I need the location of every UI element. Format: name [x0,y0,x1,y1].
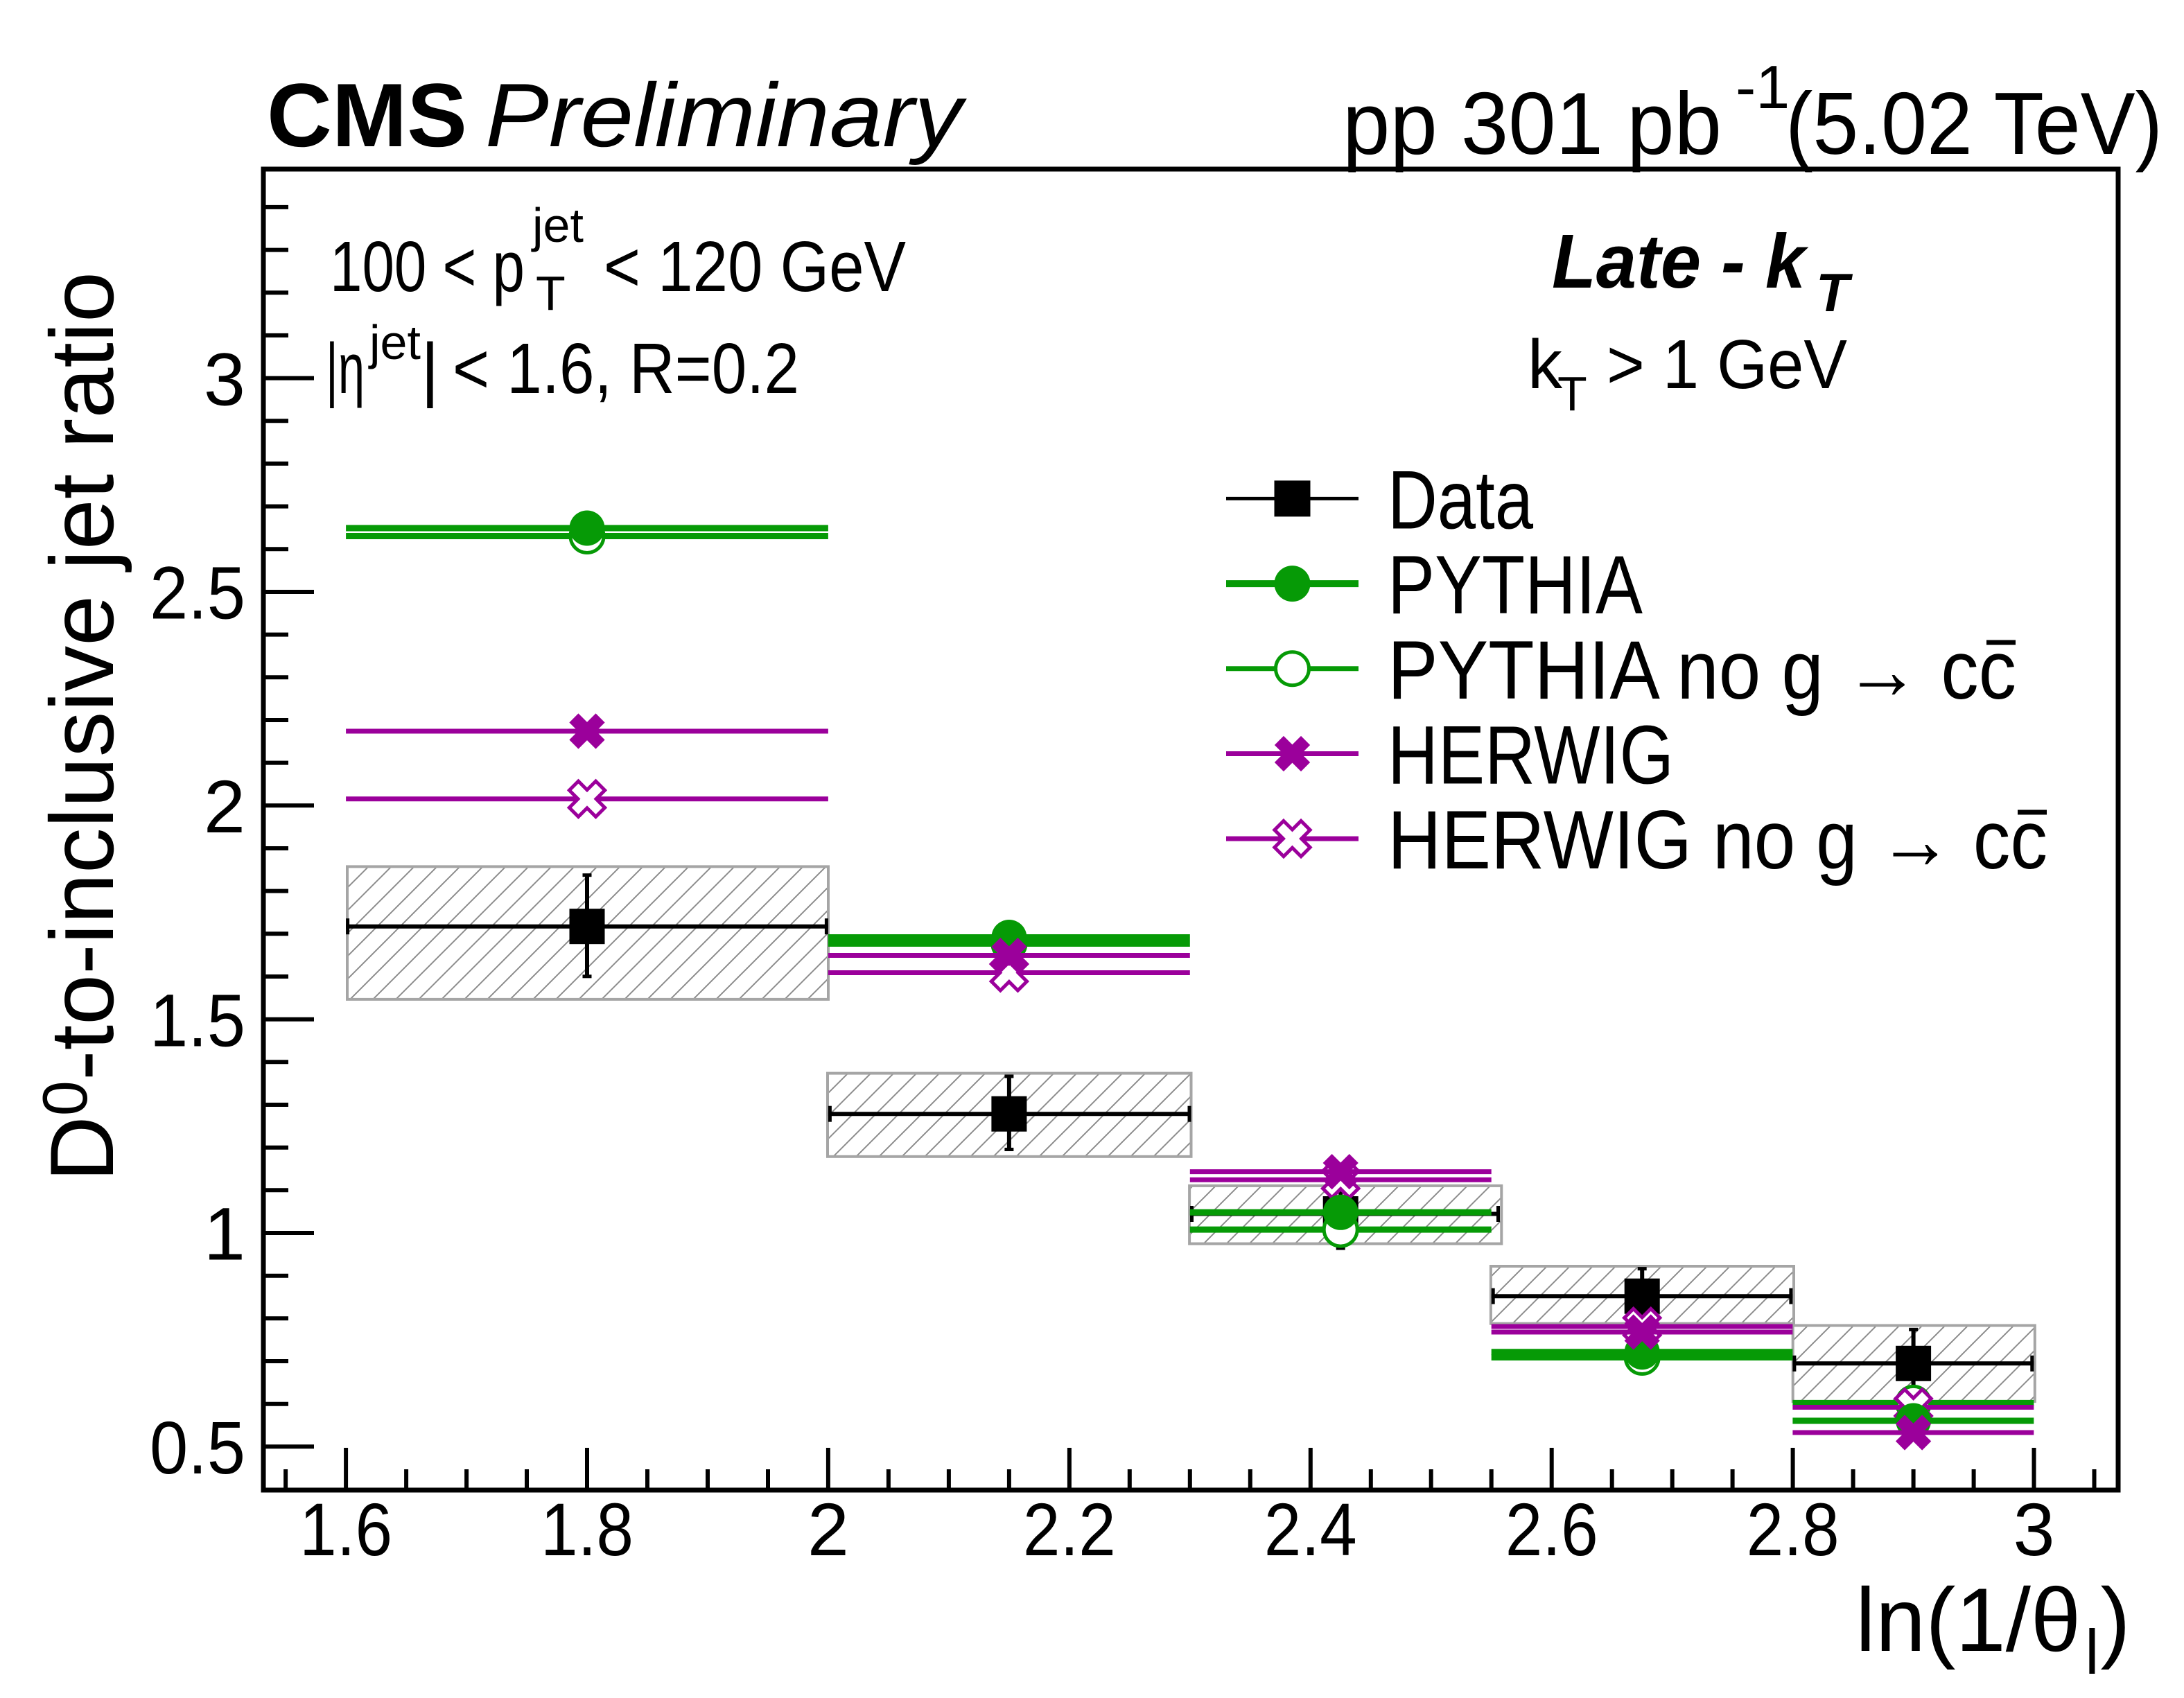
svg-text:T: T [1557,367,1587,421]
svg-text:-1: -1 [1736,53,1790,121]
svg-text:2: 2 [204,764,245,848]
svg-text:|η: |η [326,329,365,408]
svg-text:PYTHIA: PYTHIA [1388,539,1643,631]
svg-text:3: 3 [2013,1487,2054,1571]
svg-text:> 1 GeV: > 1 GeV [1607,326,1847,403]
svg-text:100 < p: 100 < p [330,227,525,306]
svg-text:0.5: 0.5 [150,1406,245,1489]
svg-text:1.6: 1.6 [299,1487,392,1571]
svg-text:2.8: 2.8 [1747,1487,1840,1571]
svg-text:CMS: CMS [267,64,467,166]
svg-text:HERWIG: HERWIG [1388,709,1674,802]
svg-text:PYTHIA no g → cc: PYTHIA no g → cc [1388,624,2016,717]
svg-text:2: 2 [807,1487,849,1571]
svg-text:Late - k: Late - k [1552,219,1809,304]
svg-text:2.2: 2.2 [1023,1487,1116,1571]
svg-text:(5.02 TeV): (5.02 TeV) [1785,74,2163,173]
svg-text:1: 1 [204,1192,245,1276]
svg-text:Data: Data [1388,453,1533,546]
svg-text:k: k [1528,326,1563,403]
svg-text:jet: jet [368,315,421,369]
svg-text:jet: jet [531,198,584,252]
svg-text:2.5: 2.5 [150,551,245,635]
svg-text:2.6: 2.6 [1505,1487,1598,1571]
svg-text:T: T [1816,262,1853,323]
svg-text:1.8: 1.8 [541,1487,634,1571]
svg-text:pp 301 pb: pp 301 pb [1343,74,1722,173]
svg-text:D0-to-inclusive jet ratio: D0-to-inclusive jet ratio [30,272,132,1182]
svg-text:Preliminary: Preliminary [485,64,967,166]
svg-text:< 1.6, R=0.2: < 1.6, R=0.2 [453,329,799,408]
svg-text:|: | [421,329,439,408]
svg-text:3: 3 [204,337,245,421]
svg-text:1.5: 1.5 [150,978,245,1062]
svg-text:< 120 GeV: < 120 GeV [604,227,906,306]
svg-text:2.4: 2.4 [1264,1487,1357,1571]
svg-text:T: T [536,266,566,320]
svg-text:HERWIG no g → cc: HERWIG no g → cc [1388,794,2047,886]
